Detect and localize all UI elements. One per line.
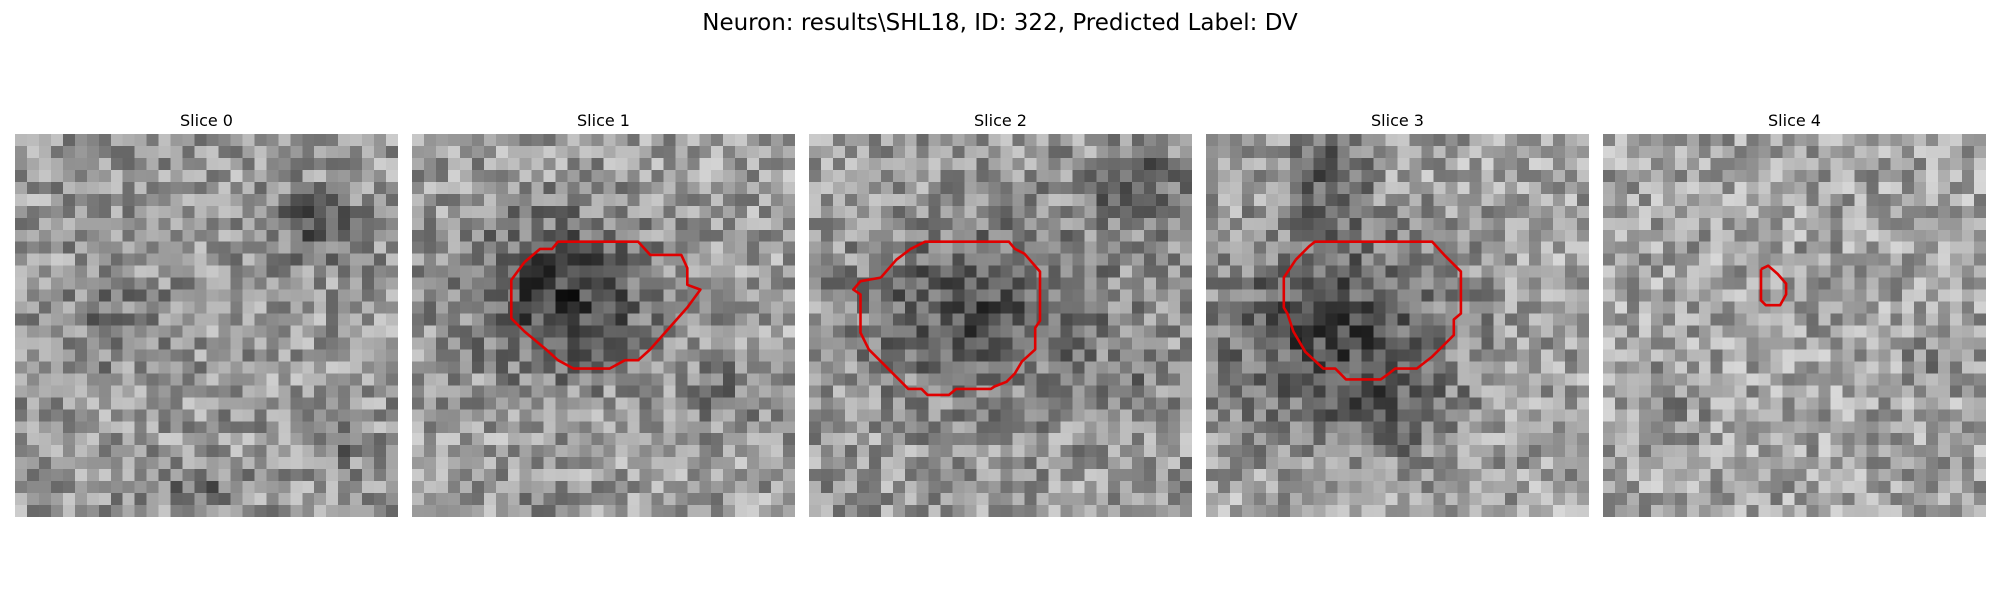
slice-image-4 (1603, 134, 1986, 517)
slice-pixels (15, 134, 398, 517)
slice-pixels (412, 134, 795, 517)
slice-title-0: Slice 0 (180, 111, 233, 130)
figure-title: Neuron: results\SHL18, ID: 322, Predicte… (702, 10, 1298, 36)
slice-title-2: Slice 2 (974, 111, 1027, 130)
slice-image-0 (15, 134, 398, 517)
slice-pixels (1206, 134, 1589, 517)
slice-title-4: Slice 4 (1768, 111, 1821, 130)
slice-title-1: Slice 1 (577, 111, 630, 130)
slice-panel-2: Slice 2 (809, 108, 1192, 517)
slice-panel-4: Slice 4 (1603, 108, 1986, 517)
roi-contour (851, 240, 1042, 397)
slice-pixels (1603, 134, 1986, 517)
slice-panel-1: Slice 1 (412, 108, 795, 517)
slice-panel-0: Slice 0 (15, 108, 398, 517)
roi-contour (510, 240, 702, 370)
slice-pixels (809, 134, 1192, 517)
roi-contour (1759, 264, 1788, 307)
slice-title-3: Slice 3 (1371, 111, 1424, 130)
slice-panel-3: Slice 3 (1206, 108, 1589, 517)
roi-contour (1282, 240, 1463, 381)
slice-image-3 (1206, 134, 1589, 517)
slice-image-1 (412, 134, 795, 517)
slice-image-2 (809, 134, 1192, 517)
